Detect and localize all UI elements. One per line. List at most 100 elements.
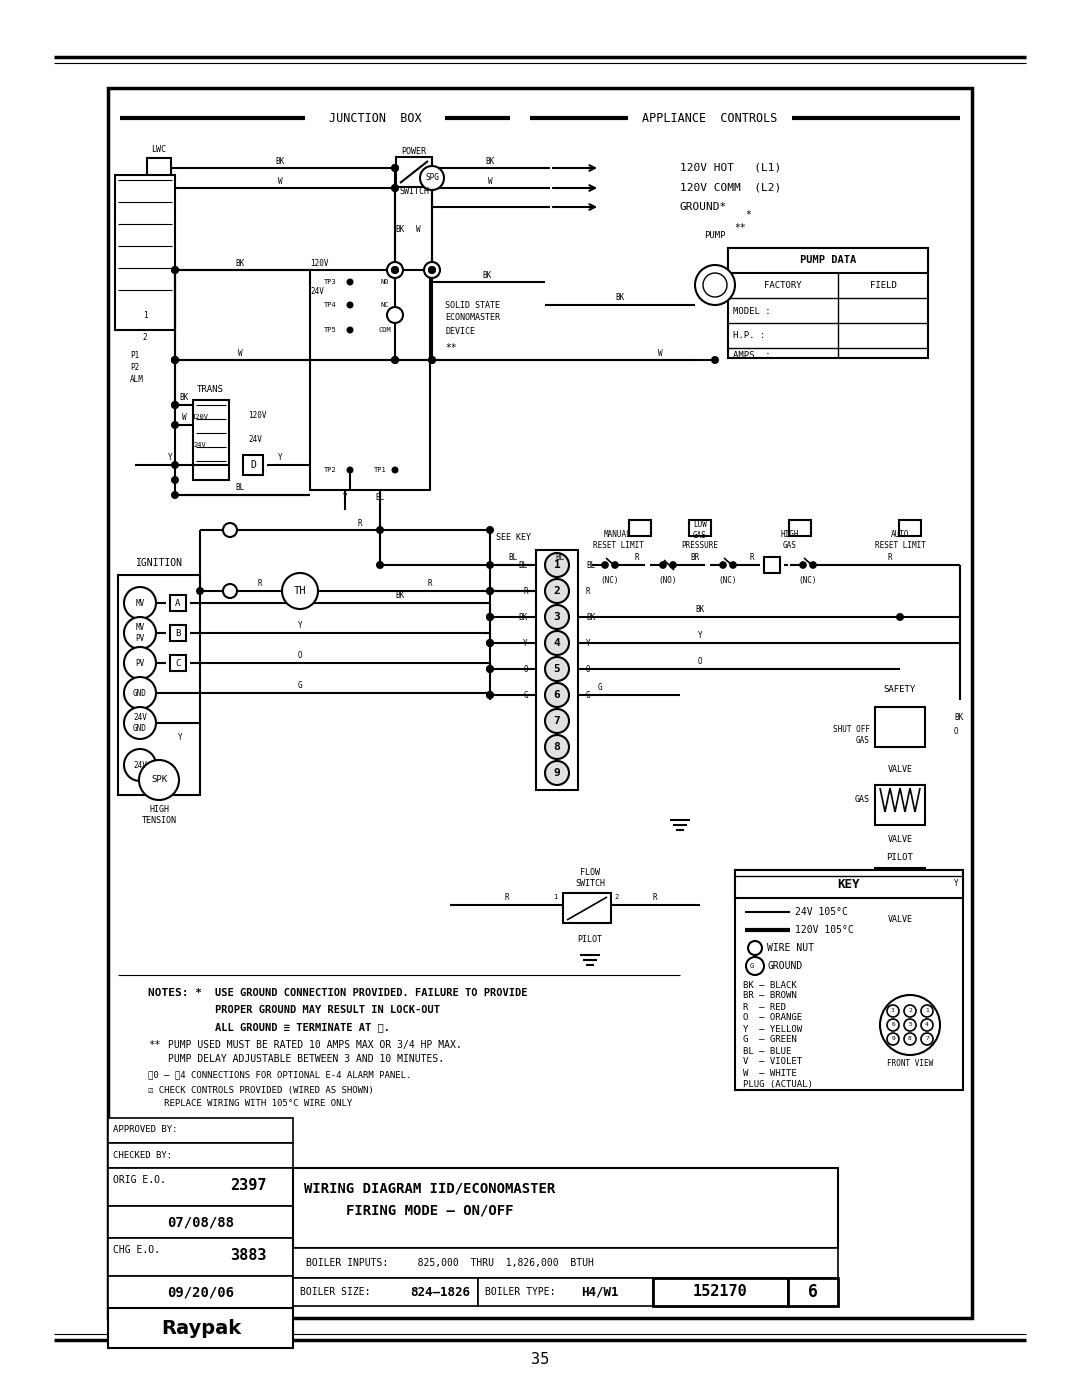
Text: (NC): (NC)	[719, 576, 738, 584]
Text: G: G	[597, 683, 603, 693]
Circle shape	[486, 613, 494, 622]
Text: O: O	[298, 651, 302, 659]
Circle shape	[810, 562, 816, 569]
Circle shape	[703, 272, 727, 298]
Text: BR — BROWN: BR — BROWN	[743, 992, 797, 1000]
Text: BL: BL	[586, 560, 595, 570]
Text: REPLACE WIRING WITH 105°C WIRE ONLY: REPLACE WIRING WITH 105°C WIRE ONLY	[148, 1099, 352, 1108]
Text: Y: Y	[178, 732, 183, 742]
Text: TH: TH	[294, 585, 307, 597]
Text: O  — ORANGE: O — ORANGE	[743, 1013, 802, 1023]
Text: BK: BK	[696, 605, 704, 615]
Text: 4: 4	[926, 1023, 929, 1028]
Text: SPG: SPG	[426, 173, 438, 183]
Text: HIGH
GAS: HIGH GAS	[781, 531, 799, 549]
Circle shape	[720, 562, 726, 569]
Text: ⑁0 — ⑅4 CONNECTIONS FOR OPTIONAL E-4 ALARM PANEL.: ⑁0 — ⑅4 CONNECTIONS FOR OPTIONAL E-4 ALA…	[148, 1070, 411, 1080]
Text: CHG E.O.: CHG E.O.	[113, 1245, 160, 1255]
Bar	[875, 785, 924, 826]
Text: G: G	[750, 963, 754, 970]
Circle shape	[171, 401, 179, 409]
Text: BOILER SIZE:: BOILER SIZE:	[300, 1287, 370, 1296]
Text: VALVE: VALVE	[888, 915, 913, 925]
Text: 7: 7	[554, 717, 561, 726]
Circle shape	[171, 265, 179, 274]
Text: W: W	[488, 176, 492, 186]
Circle shape	[800, 562, 806, 569]
Circle shape	[387, 263, 403, 278]
Text: HIGH
TENSION: HIGH TENSION	[141, 805, 176, 824]
Text: R: R	[258, 578, 262, 588]
Bar	[875, 707, 924, 747]
Text: V  — VIOLET: V — VIOLET	[743, 1058, 802, 1066]
Circle shape	[904, 1032, 916, 1045]
Circle shape	[171, 420, 179, 429]
Bar	[108, 1143, 293, 1168]
Circle shape	[391, 163, 399, 172]
Circle shape	[748, 942, 762, 956]
Circle shape	[347, 327, 353, 334]
Bar	[536, 550, 578, 789]
Text: Y: Y	[167, 454, 173, 462]
Bar	[108, 1275, 293, 1308]
Text: *: *	[745, 210, 751, 219]
Text: H4/W1: H4/W1	[581, 1285, 619, 1298]
Circle shape	[391, 184, 399, 191]
Text: SEE KEY: SEE KEY	[496, 534, 531, 542]
Text: NOTES: *: NOTES: *	[148, 988, 202, 997]
Circle shape	[391, 265, 399, 274]
Circle shape	[347, 278, 353, 285]
Text: P1: P1	[130, 352, 139, 360]
Text: BK: BK	[275, 156, 285, 165]
Text: TP5: TP5	[324, 327, 336, 332]
Bar	[478, 1278, 653, 1306]
Bar	[147, 158, 171, 177]
Text: BK: BK	[235, 258, 245, 267]
Circle shape	[124, 678, 156, 710]
Circle shape	[545, 683, 569, 707]
Circle shape	[420, 166, 444, 190]
Circle shape	[887, 1032, 899, 1045]
Text: 35: 35	[531, 1352, 549, 1368]
Bar	[728, 249, 928, 358]
Circle shape	[486, 692, 494, 698]
Text: Y: Y	[278, 454, 282, 462]
Text: 6: 6	[891, 1023, 895, 1028]
Text: USE GROUND CONNECTION PROVIDED. FAILURE TO PROVIDE: USE GROUND CONNECTION PROVIDED. FAILURE …	[215, 988, 527, 997]
Circle shape	[904, 1004, 916, 1017]
Text: POWER: POWER	[402, 148, 427, 156]
Circle shape	[880, 995, 940, 1055]
Circle shape	[222, 522, 237, 536]
Circle shape	[171, 401, 179, 409]
Circle shape	[545, 553, 569, 577]
Text: 152170: 152170	[692, 1284, 747, 1299]
Circle shape	[391, 265, 399, 274]
Text: VALVE: VALVE	[888, 835, 913, 845]
Text: 24V 105°C: 24V 105°C	[795, 907, 848, 916]
Text: MV: MV	[135, 598, 145, 608]
Bar	[653, 1278, 788, 1306]
Text: G: G	[586, 690, 591, 700]
Text: BL — BLUE: BL — BLUE	[743, 1046, 792, 1056]
Text: W: W	[658, 348, 662, 358]
Text: BK: BK	[586, 612, 595, 622]
Bar	[193, 400, 229, 481]
Circle shape	[391, 163, 399, 172]
Circle shape	[124, 707, 156, 739]
Text: 5: 5	[554, 664, 561, 673]
Circle shape	[171, 461, 179, 469]
Text: SWITCH: SWITCH	[399, 187, 429, 197]
Text: BK: BK	[954, 714, 963, 722]
Text: DEVICE: DEVICE	[445, 327, 475, 335]
Circle shape	[602, 562, 608, 569]
Text: R: R	[750, 553, 754, 563]
Text: G: G	[298, 680, 302, 690]
Text: W  — WHITE: W — WHITE	[743, 1069, 797, 1077]
Text: (NC): (NC)	[600, 576, 619, 584]
Circle shape	[124, 587, 156, 619]
Text: TP4: TP4	[324, 302, 336, 307]
Circle shape	[391, 356, 399, 365]
Text: SAFETY: SAFETY	[883, 686, 916, 694]
Circle shape	[486, 638, 494, 647]
Text: BL: BL	[518, 560, 528, 570]
